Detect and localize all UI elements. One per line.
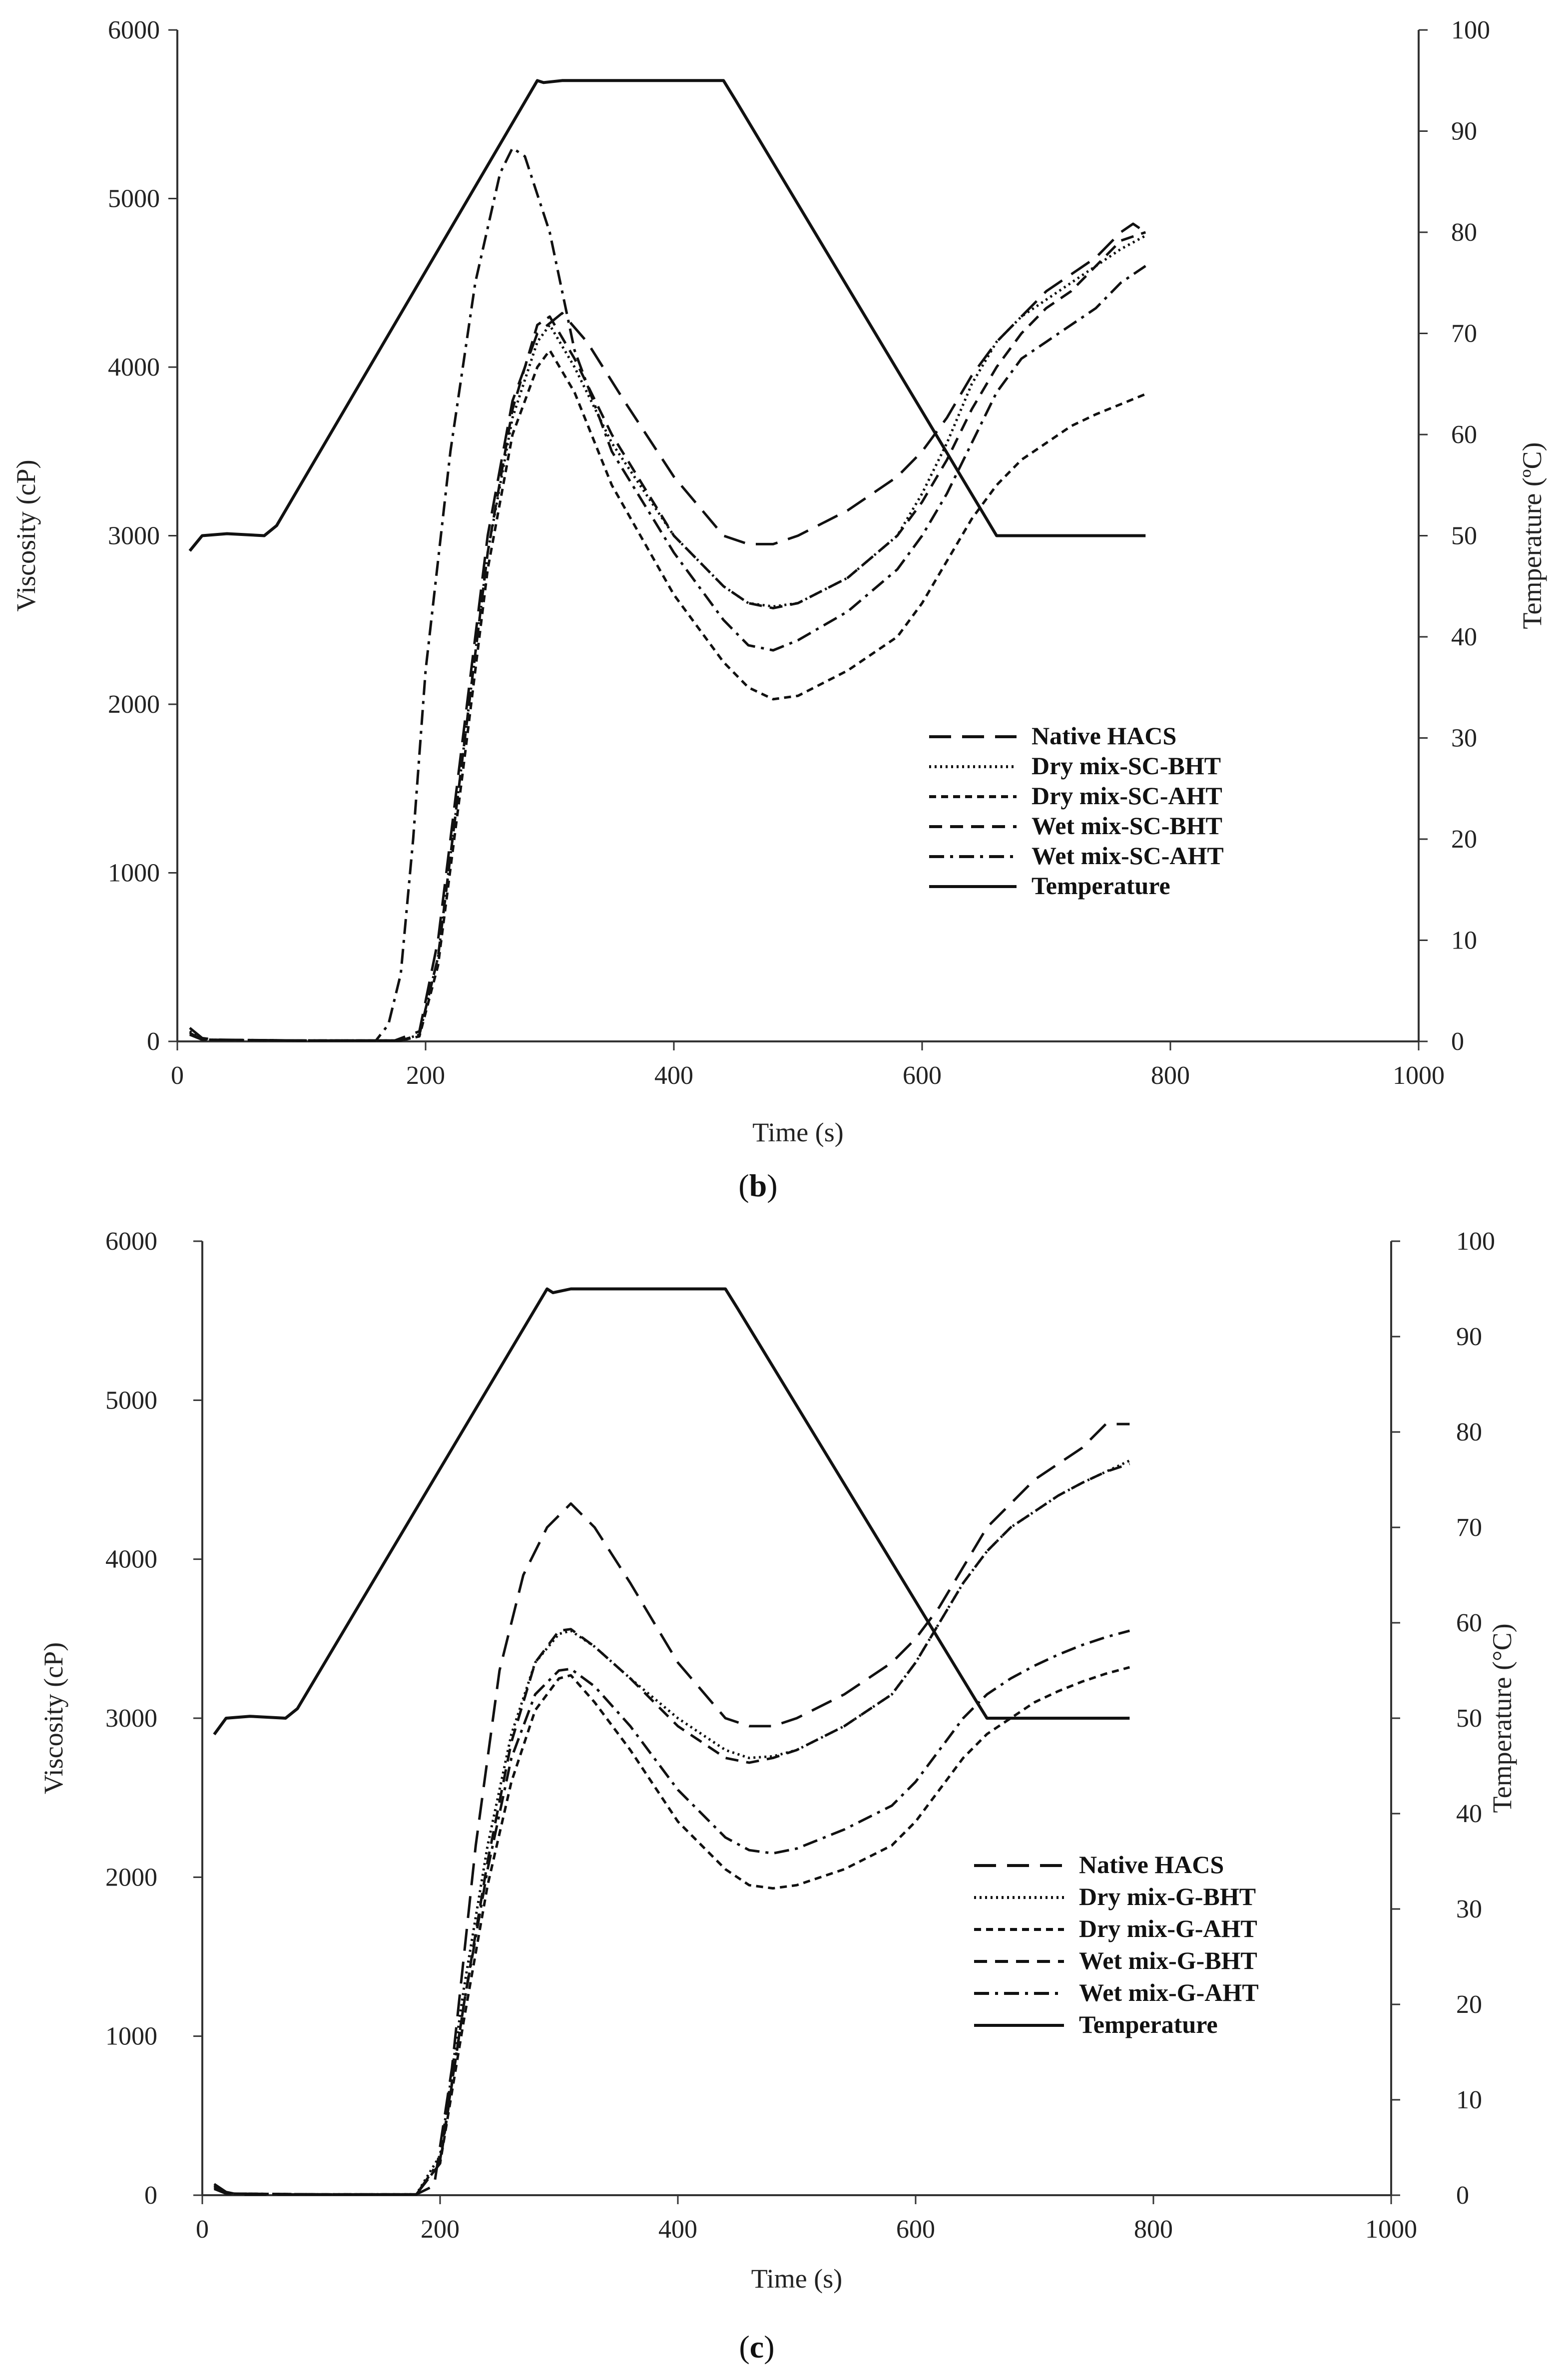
x-tick-label: 200 bbox=[406, 1061, 445, 1090]
series-line-dry-mix-sc-aht bbox=[189, 349, 1146, 1042]
x-tick-label: 800 bbox=[1151, 1061, 1190, 1090]
y2-tick-label: 20 bbox=[1451, 825, 1477, 854]
panel-label: (c) bbox=[739, 2329, 774, 2365]
panel-label-close: ) bbox=[764, 2329, 774, 2365]
y2-tick-label: 30 bbox=[1456, 1895, 1482, 1923]
chart-panel-b: 0 200 400 600 800 100001000200030004000500060… bbox=[11, 16, 1547, 1203]
y2-tick-label: 10 bbox=[1456, 2086, 1482, 2114]
y2-tick-label: 40 bbox=[1456, 1800, 1482, 1828]
series-line-wet-mix-g-aht bbox=[213, 1629, 1130, 2196]
y2-tick-label: 40 bbox=[1451, 623, 1477, 651]
legend-entry: Dry mix-SC-BHT bbox=[1032, 752, 1221, 780]
x-tick-label: 1000 bbox=[1393, 1061, 1445, 1090]
panel-label-open: ( bbox=[739, 2329, 749, 2365]
y-tick-label: 1000 bbox=[105, 2022, 157, 2051]
legend-entry: Temperature bbox=[1079, 2010, 1218, 2038]
series-line-native-hacs bbox=[213, 1423, 1130, 2196]
y2-tick-label: 60 bbox=[1451, 421, 1477, 449]
legend-entry: Wet mix-SC-AHT bbox=[1032, 842, 1224, 870]
panel-label-open: ( bbox=[738, 1168, 749, 1203]
y-tick-label: 2000 bbox=[105, 1863, 157, 1892]
y-tick-label: 5000 bbox=[108, 185, 160, 213]
x-tick-label: 0 bbox=[196, 2215, 209, 2244]
y2-tick-label: 50 bbox=[1451, 522, 1477, 550]
y2-tick-label: 50 bbox=[1456, 1704, 1482, 1733]
y2-tick-label: 10 bbox=[1451, 927, 1477, 955]
y-tick-label: 0 bbox=[147, 1027, 160, 1056]
legend-entry: Wet mix-SC-BHT bbox=[1032, 812, 1222, 840]
y2-tick-label: 30 bbox=[1451, 724, 1477, 753]
y2-tick-label: 100 bbox=[1456, 1227, 1495, 1256]
series-line-temperature bbox=[188, 79, 1146, 552]
y2-tick-label: 90 bbox=[1451, 117, 1477, 146]
y-tick-label: 0 bbox=[144, 2181, 157, 2210]
y-tick-label: 5000 bbox=[105, 1386, 157, 1415]
legend-entry: Dry mix-SC-AHT bbox=[1032, 782, 1222, 810]
y2-tick-label: 80 bbox=[1451, 218, 1477, 247]
legend-entry: Native HACS bbox=[1032, 722, 1176, 750]
y-axis-title: Viscosity (cP) bbox=[38, 1642, 68, 1794]
series-line-wet-mix-g-bht bbox=[213, 1462, 1130, 2196]
y2-tick-label: 90 bbox=[1456, 1323, 1482, 1351]
x-tick-label: 200 bbox=[421, 2215, 460, 2244]
series-line-dry-mix-g-aht bbox=[213, 1666, 1130, 2196]
panel-label: (b) bbox=[738, 1168, 777, 1203]
y2-tick-label: 0 bbox=[1456, 2181, 1469, 2210]
panel-label-letter: b bbox=[749, 1168, 767, 1203]
legend-entry: Dry mix-G-BHT bbox=[1079, 1883, 1256, 1910]
panel-label-letter: c bbox=[750, 2329, 764, 2365]
y2-tick-label: 70 bbox=[1451, 320, 1477, 348]
series-line-dry-mix-g-bht bbox=[213, 1459, 1130, 2196]
y-tick-label: 1000 bbox=[108, 859, 160, 888]
y2-axis-title: Temperature (°C) bbox=[1487, 1623, 1517, 1813]
legend-entry: Temperature bbox=[1032, 872, 1170, 900]
panel-label-close: ) bbox=[767, 1168, 777, 1203]
y2-axis-title: Temperature (ºC) bbox=[1517, 442, 1547, 629]
y-tick-label: 6000 bbox=[105, 1227, 157, 1256]
x-tick-label: 1000 bbox=[1365, 2215, 1417, 2244]
y2-tick-label: 20 bbox=[1456, 1990, 1482, 2019]
x-tick-label: 400 bbox=[658, 2215, 697, 2244]
x-tick-label: 0 bbox=[171, 1061, 184, 1090]
y-tick-label: 4000 bbox=[105, 1545, 157, 1574]
legend: Native HACS Dry mix-G-BHT Dry mix-G-AHT Wet… bbox=[974, 1851, 1259, 2038]
chart-panel-c: 0 200 400 600 800 100001000200030004000500060… bbox=[38, 1227, 1517, 2365]
legend-entry: Wet mix-G-BHT bbox=[1079, 1946, 1257, 1974]
y-tick-label: 3000 bbox=[105, 1704, 157, 1733]
y2-tick-label: 60 bbox=[1456, 1609, 1482, 1637]
series-line-dry-mix-sc-bht bbox=[189, 234, 1146, 1042]
x-tick-label: 600 bbox=[896, 2215, 935, 2244]
y2-tick-label: 0 bbox=[1451, 1027, 1464, 1056]
legend-entry: Wet mix-G-AHT bbox=[1079, 1978, 1259, 2006]
x-axis-title: Time (s) bbox=[751, 2264, 843, 2294]
y-tick-label: 3000 bbox=[108, 522, 160, 550]
y-tick-label: 2000 bbox=[108, 690, 160, 719]
y-tick-label: 4000 bbox=[108, 353, 160, 382]
legend-entry: Native HACS bbox=[1079, 1851, 1224, 1879]
series-line-wet-mix-sc-bht bbox=[189, 231, 1146, 1042]
y-tick-label: 6000 bbox=[108, 16, 160, 44]
y2-tick-label: 70 bbox=[1456, 1513, 1482, 1542]
series-line-temperature bbox=[213, 1287, 1130, 1736]
series-line-native-hacs bbox=[189, 222, 1146, 1042]
x-tick-label: 400 bbox=[654, 1061, 693, 1090]
x-tick-label: 800 bbox=[1134, 2215, 1173, 2244]
x-axis-title: Time (s) bbox=[752, 1117, 844, 1147]
x-tick-label: 600 bbox=[903, 1061, 942, 1090]
legend-entry: Dry mix-G-AHT bbox=[1079, 1914, 1257, 1942]
y-axis-title: Viscosity (cP) bbox=[11, 460, 41, 611]
series-line-wet-mix-sc-aht bbox=[189, 146, 1146, 1042]
y2-tick-label: 80 bbox=[1456, 1418, 1482, 1446]
y2-tick-label: 100 bbox=[1451, 16, 1490, 44]
